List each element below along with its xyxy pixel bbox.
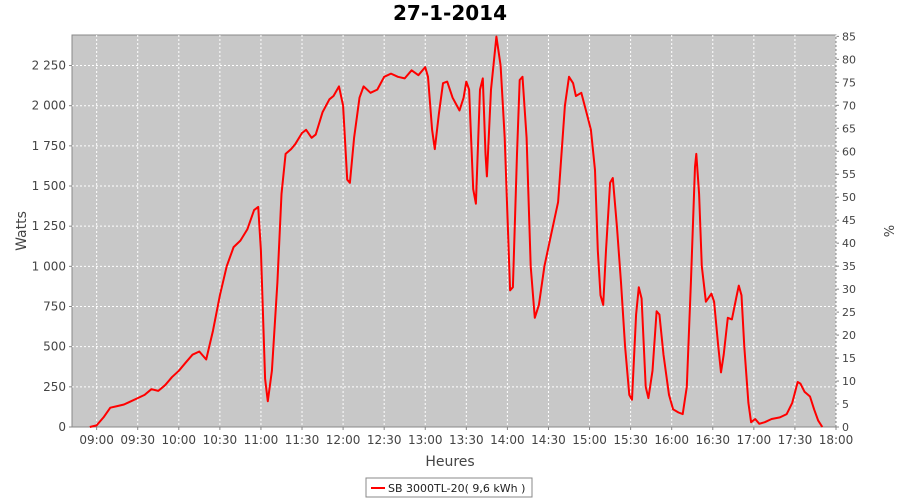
y-tick-label: 2 250 [32, 59, 66, 73]
y-tick-label: 1 250 [32, 219, 66, 233]
y2-tick-label: 50 [842, 191, 856, 204]
legend [365, 477, 533, 498]
x-tick-label: 14:00 [490, 433, 525, 447]
y2-tick-label: 35 [842, 260, 856, 273]
y-tick-label: 500 [43, 340, 66, 354]
x-tick-label: 09:30 [120, 433, 155, 447]
y2-tick-label: 55 [842, 168, 856, 181]
y2-tick-label: 30 [842, 283, 856, 296]
x-tick-label: 16:30 [695, 433, 730, 447]
y-tick-label: 2 000 [32, 99, 66, 113]
y2-tick-label: 65 [842, 122, 856, 135]
x-tick-label: 17:00 [737, 433, 772, 447]
y2-tick-label: 75 [842, 76, 856, 89]
y2-tick-label: 80 [842, 53, 856, 66]
y2-tick-label: 0 [842, 421, 849, 434]
chart-title: 27-1-2014 [393, 1, 507, 25]
x-tick-label: 11:30 [285, 433, 320, 447]
x-tick-label: 17:30 [778, 433, 813, 447]
y2-tick-label: 40 [842, 237, 856, 250]
y2-axis-label: % [880, 225, 895, 237]
x-tick-label: 11:00 [244, 433, 279, 447]
y2-tick-label: 60 [842, 145, 856, 158]
y-tick-label: 1 500 [32, 179, 66, 193]
y-tick-label: 1 000 [32, 259, 66, 273]
y-tick-label: 0 [58, 420, 66, 434]
x-tick-label: 13:00 [408, 433, 443, 447]
x-tick-label: 12:00 [326, 433, 361, 447]
x-tick-label: 13:30 [449, 433, 484, 447]
y-tick-label: 1 750 [32, 139, 66, 153]
legend-label: SB 3000TL-20( 9,6 kWh ) [388, 482, 525, 495]
x-tick-label: 09:00 [79, 433, 114, 447]
x-tick-label: 15:00 [572, 433, 607, 447]
x-axis-label: Heures [425, 454, 474, 470]
y2-tick-label: 20 [842, 329, 856, 342]
y-axis-label: Watts [14, 211, 30, 251]
y2-tick-label: 5 [842, 398, 849, 411]
y2-tick-label: 10 [842, 375, 856, 388]
y2-tick-label: 25 [842, 306, 856, 319]
x-tick-label: 15:30 [613, 433, 648, 447]
x-tick-label: 16:00 [654, 433, 689, 447]
line-series [89, 35, 824, 428]
y-tick-label: 250 [43, 380, 66, 394]
x-tick-label: 12:30 [367, 433, 402, 447]
y2-tick-label: 45 [842, 214, 856, 227]
x-tick-label: 14:30 [531, 433, 566, 447]
y2-tick-label: 15 [842, 352, 856, 365]
x-tick-label: 10:30 [203, 433, 238, 447]
x-tick-label: 18:00 [819, 433, 854, 447]
y2-tick-label: 85 [842, 30, 856, 43]
y-tick-label: 750 [43, 300, 66, 314]
x-tick-label: 10:00 [161, 433, 196, 447]
y2-tick-label: 70 [842, 99, 856, 112]
